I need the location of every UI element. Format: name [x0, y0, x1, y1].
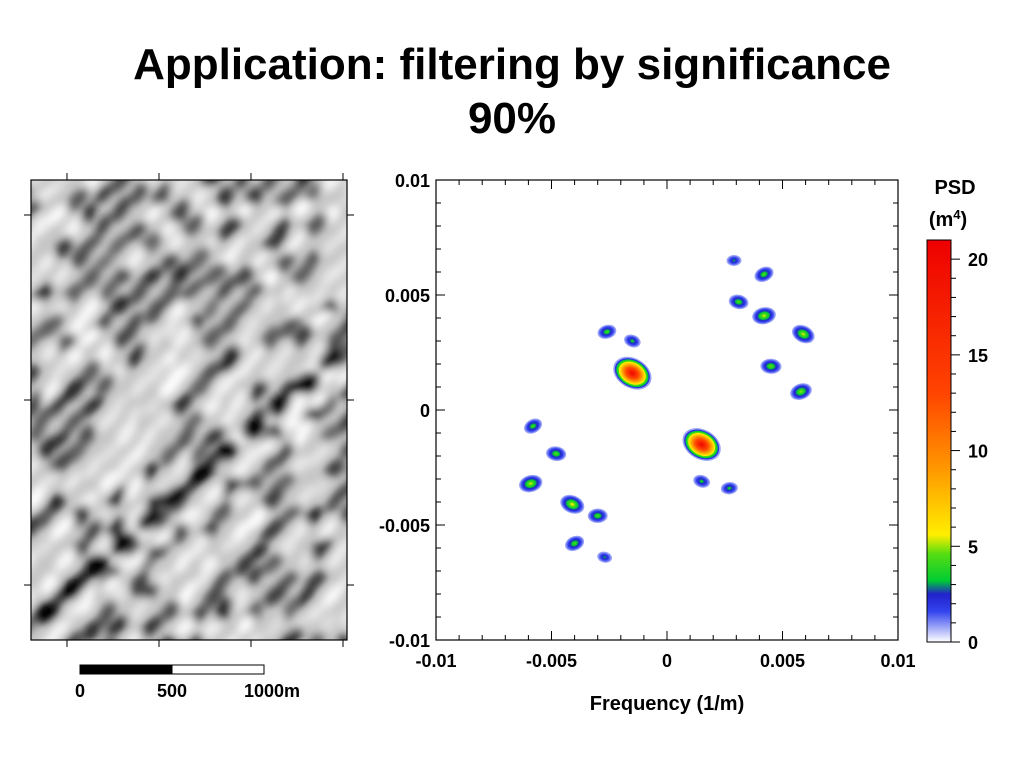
psd-peak — [754, 266, 774, 283]
colorbar-label-psd: PSD — [934, 177, 975, 199]
psd-peak — [597, 551, 613, 563]
filtered-field-panel — [24, 173, 354, 647]
slide-title: Application: filtering by significance 9… — [0, 38, 1024, 146]
colorbar-scale — [926, 239, 952, 643]
y-tick-label: -0.01 — [389, 631, 430, 651]
psd-peak — [597, 324, 617, 339]
scale-label-1000: 1000 — [244, 681, 284, 701]
scale-bar-white-segment — [171, 664, 265, 675]
colorbar-ticks: 0 5 10 15 20 — [951, 250, 988, 653]
colorbar-label-units: (m4) — [929, 207, 967, 231]
psd-peak — [565, 535, 585, 552]
y-tick-label: 0.01 — [395, 171, 430, 191]
field-texture — [31, 180, 347, 640]
plot-area — [436, 180, 898, 640]
psd-peak — [720, 481, 738, 495]
x-tick-label: 0 — [662, 651, 672, 671]
scale-bar: 0 500 1000 m — [75, 664, 300, 701]
y-tick-label: 0 — [420, 401, 430, 421]
x-tick-label: -0.01 — [415, 651, 456, 671]
psd-peak — [790, 383, 812, 400]
psd-peak — [693, 474, 711, 488]
field-ticks — [24, 173, 354, 647]
psd-peak — [760, 358, 782, 374]
scale-label-0: 0 — [75, 681, 85, 701]
psd-peak — [726, 255, 742, 266]
colorbar-tick-label: 15 — [968, 346, 988, 366]
y-axis: -0.01 -0.005 0 0.005 0.01 — [379, 171, 898, 651]
psd-peak — [519, 474, 543, 493]
psd-peak — [752, 307, 776, 325]
psd-peak — [728, 294, 749, 310]
colorbar-tick-label: 5 — [968, 537, 978, 557]
title-line-2: 90% — [467, 94, 557, 143]
scale-unit: m — [284, 681, 300, 701]
x-axis: -0.01 -0.005 0 0.005 0.01 — [415, 180, 916, 671]
psd-peak — [560, 494, 585, 514]
psd-peak — [682, 428, 721, 461]
x-tick-label: 0.01 — [880, 651, 915, 671]
scale-bar-black-segment — [79, 664, 173, 675]
colorbar-tick-label: 20 — [968, 250, 988, 270]
psd-peak — [546, 446, 567, 462]
x-tick-label: -0.005 — [526, 651, 577, 671]
x-tick-label: 0.005 — [760, 651, 805, 671]
scale-label-500: 500 — [157, 681, 187, 701]
psd-plot: -0.01 -0.005 0 0.005 0.01 -0.01 -0.005 0 0.005 0… — [379, 171, 916, 715]
psd-peak — [613, 356, 652, 390]
x-axis-title: Frequency (1/m) — [590, 693, 744, 715]
psd-peak — [524, 418, 543, 434]
colorbar-tick-label: 10 — [968, 442, 988, 462]
psd-peaks — [519, 255, 815, 563]
y-tick-label: -0.005 — [379, 516, 430, 536]
field-frame — [30, 179, 348, 641]
y-tick-label: 0.005 — [385, 286, 430, 306]
psd-peak — [624, 334, 641, 348]
psd-peak — [587, 508, 608, 523]
colorbar-tick-label: 0 — [968, 633, 978, 653]
psd-peak — [791, 324, 815, 344]
colorbar: PSD (m4) 0 5 10 15 20 — [926, 177, 988, 653]
title-line-1: Application: filtering by significance — [133, 40, 891, 89]
